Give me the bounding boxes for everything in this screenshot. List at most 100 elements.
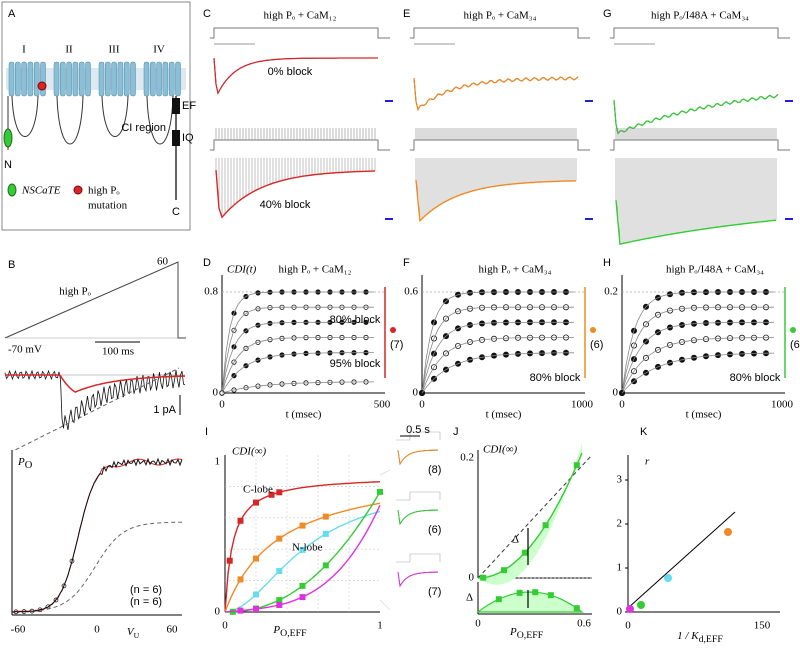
n-label: (6) [428,524,441,536]
panel-title: high Pₒ/I48A + CaM₃₄ [651,10,749,22]
block-note: 95% block [330,358,381,370]
data-point [276,597,283,604]
data-point [322,530,329,537]
current-trace [613,94,779,135]
data-point [724,528,732,536]
ef-box [172,98,180,114]
y-label: CDI(∞) [483,444,517,456]
x-label: t (msec) [286,409,322,421]
fit-curve [221,321,374,394]
scale-marker [785,218,793,220]
panel-label: A [8,8,16,20]
x-tick-label: 1000 [771,399,794,411]
block-note: 80% block [530,372,581,384]
fit-curve [477,452,583,579]
data-point [237,607,244,614]
legend-mutation: high Pₒ [88,185,120,197]
data-point [532,589,539,596]
n-label: (7) [390,339,403,351]
domain-label: II [65,44,73,56]
legend-nscate-icon [7,183,17,197]
scale-marker [785,100,793,102]
panel-title: high Pₒ + CaM₃₄ [479,264,552,276]
helix [72,61,79,97]
scale-marker [585,100,593,102]
helix [156,61,162,97]
n-label: (n = 6) [130,584,162,596]
ef-label: EF [182,100,196,112]
helix [168,61,175,97]
x-tick-label: 0 [219,399,225,411]
panel-title: high Pₒ + CaM₃₄ [464,10,537,22]
voltage-step [610,139,790,151]
data-point [377,488,383,495]
y-tick-label: 0 [613,387,619,399]
data-point [299,546,306,553]
y-label: CDI(t) [227,264,257,276]
helix [85,61,91,97]
helix [8,61,15,97]
data-point [226,557,233,564]
y-tick-label: 1 [617,562,623,574]
legend-mutation: mutation [88,200,128,212]
fit-curve [421,291,574,394]
c-term: C [172,206,180,218]
n-label: (n = 6) [130,596,162,608]
x-label: PO,EFF [509,626,544,642]
x-tick-label: -60 [11,624,26,636]
fit-curve [5,374,185,393]
delta-label: Δ [512,534,519,546]
fit-curve [621,306,774,394]
y-tick-label: 0.2 [460,452,474,464]
data-point [237,517,244,524]
scale-label: 1 pA [153,404,176,416]
panel-title: high Pₒ + CaM₁₂ [279,264,352,276]
x-tick-label: 0 [222,620,228,632]
n-label: (6) [590,339,603,351]
delta-label: Δ [466,592,473,604]
data-point [547,592,554,599]
domain-label: IV [153,44,165,56]
linear-reference [477,454,593,579]
data-point [276,489,283,496]
scale-marker [585,218,593,220]
data-point [501,567,507,574]
inset-trace [397,509,439,526]
x-tick-label: 1 [377,620,383,632]
scale-label: 0.5 s [406,424,430,436]
data-trace [11,457,183,613]
loop [146,95,174,145]
n-label: (7) [428,586,441,598]
helix [123,61,130,97]
y-label: PO [17,456,33,472]
data-point [276,568,283,574]
voltage-step [410,139,590,151]
helix [40,61,46,97]
panel-label: G [603,8,612,20]
x-tick-label: 0 [94,624,100,636]
ci-label: CI region [121,122,166,134]
ghk-curve [15,367,180,451]
label-sub: O,EFF [280,628,307,639]
inset-fit [397,449,439,466]
mean-marker [390,327,396,333]
panel-label: C [203,8,211,20]
x-label: PO,EFF [272,624,307,640]
mean-marker [590,327,596,333]
panel-label: E [403,8,410,20]
lobe-label: C-lobe [243,484,273,496]
label-sub: U [134,631,140,640]
y-tick-label: 0 [617,606,623,618]
loop [11,95,39,137]
data-point [322,513,329,520]
fit-curve [224,481,381,613]
x-label: t (msec) [686,409,722,421]
data-point [521,549,528,556]
helix [15,61,21,97]
panel-label: K [640,426,648,438]
n-label: (8) [428,464,441,476]
domain-label: I [22,44,26,56]
fit-line [627,511,736,609]
helix [162,61,169,97]
helix [130,61,136,97]
